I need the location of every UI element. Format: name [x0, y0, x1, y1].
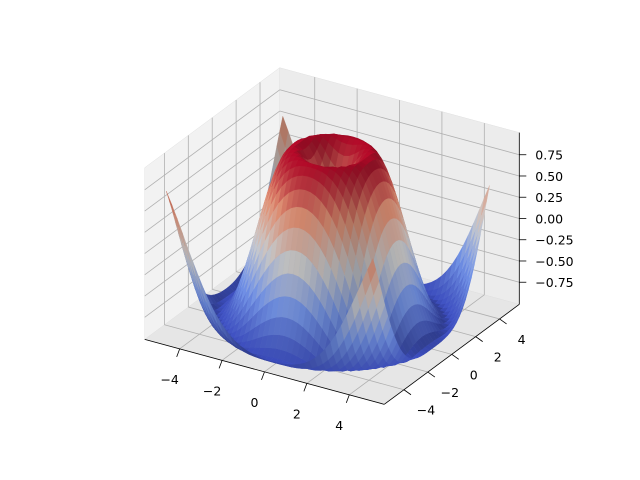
grid-line-z-wall-y: [279, 110, 520, 177]
grid-line-z-wall-x: [144, 195, 280, 297]
y-tick-label: 4: [518, 332, 526, 347]
y-tick: [403, 389, 412, 396]
grid-line-z-wall-x: [144, 153, 280, 254]
z-tick-label: 0.00: [535, 211, 563, 226]
y-tick-label: −2: [441, 385, 459, 400]
z-tick-label: 0.25: [535, 190, 563, 205]
z-tick-label: 0.75: [535, 148, 563, 163]
y-tick: [499, 318, 507, 325]
grid-line-z-wall-x: [144, 131, 280, 233]
y-tick-label: 2: [494, 350, 502, 365]
grid-line-z-wall-x: [144, 89, 280, 191]
x-tick: [218, 360, 223, 369]
surface-patch: [166, 191, 175, 216]
y-tick: [451, 354, 460, 360]
surface-patch: [279, 115, 289, 148]
x-tick-label: −2: [203, 383, 221, 398]
x-tick-label: −4: [160, 372, 178, 387]
z-tick-label: 0.50: [535, 169, 563, 184]
y-tick-label: −4: [417, 403, 435, 418]
surface-patch: [481, 185, 490, 216]
y-tick-label: 0: [470, 367, 478, 382]
z-tick-label: −0.50: [535, 254, 573, 269]
x-tick-label: 2: [293, 406, 301, 421]
x-tick-label: 0: [251, 395, 259, 410]
surface-patch: [326, 168, 336, 181]
x-axis-line: [144, 338, 385, 405]
x-tick: [303, 383, 308, 392]
grid-line-z-wall-x: [144, 174, 280, 276]
y-tick: [475, 336, 483, 342]
grid-line-z-wall-y: [279, 89, 520, 156]
z-tick-label: −0.25: [535, 233, 573, 248]
surface-patch: [367, 258, 377, 283]
x-tick: [345, 394, 350, 403]
z-tick-label: −0.75: [535, 275, 573, 290]
x-tick-label: 4: [335, 418, 343, 433]
y-tick: [427, 371, 436, 378]
x-tick: [176, 348, 181, 357]
x-tick: [261, 371, 265, 380]
